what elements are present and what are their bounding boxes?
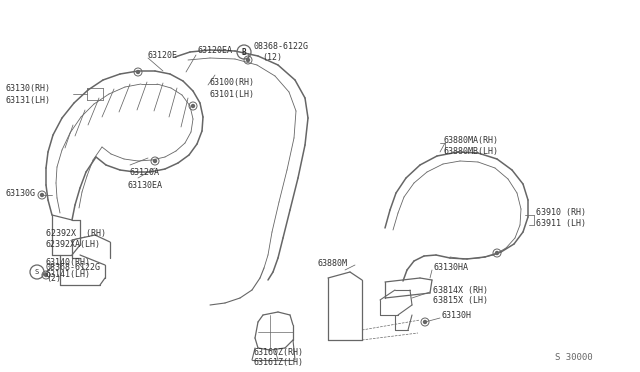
Text: 08368-6122G: 08368-6122G [46, 263, 101, 273]
Text: 63160Z(RH): 63160Z(RH) [253, 347, 303, 356]
Text: 63815X (LH): 63815X (LH) [433, 296, 488, 305]
Text: 63911 (LH): 63911 (LH) [536, 218, 586, 228]
Text: 63120EA: 63120EA [197, 45, 232, 55]
Text: 63880MB(LH): 63880MB(LH) [443, 147, 498, 155]
Circle shape [154, 160, 157, 163]
Text: 63130G: 63130G [5, 189, 35, 198]
Text: 63131(LH): 63131(LH) [5, 96, 50, 105]
Text: 63130H: 63130H [442, 311, 472, 321]
Text: 63100(RH): 63100(RH) [210, 77, 255, 87]
Text: 63141(LH): 63141(LH) [46, 269, 91, 279]
Circle shape [495, 251, 499, 254]
Text: 08368-6122G: 08368-6122G [253, 42, 308, 51]
Text: 63130HA: 63130HA [433, 263, 468, 273]
Text: S: S [35, 269, 39, 275]
Text: 63161Z(LH): 63161Z(LH) [253, 357, 303, 366]
Circle shape [136, 71, 140, 74]
Circle shape [45, 273, 47, 276]
Circle shape [246, 58, 250, 61]
Text: 63130(RH): 63130(RH) [5, 83, 50, 93]
Text: (12): (12) [262, 52, 282, 61]
Text: (2): (2) [46, 275, 61, 283]
Text: B: B [242, 48, 246, 57]
Text: 62392XA(LH): 62392XA(LH) [46, 240, 101, 248]
Text: 63140(RH): 63140(RH) [46, 259, 91, 267]
Text: S 30000: S 30000 [555, 353, 593, 362]
Text: 63120E: 63120E [148, 51, 178, 60]
Text: 63880MA(RH): 63880MA(RH) [443, 135, 498, 144]
Text: 63120A: 63120A [130, 167, 160, 176]
Text: 63814X (RH): 63814X (RH) [433, 285, 488, 295]
Circle shape [191, 105, 195, 108]
Text: 63880M: 63880M [318, 259, 348, 267]
Text: 63101(LH): 63101(LH) [210, 90, 255, 99]
Text: 63910 (RH): 63910 (RH) [536, 208, 586, 217]
Circle shape [424, 321, 426, 324]
Circle shape [40, 193, 44, 196]
Text: 63130EA: 63130EA [128, 180, 163, 189]
Text: 62392X  (RH): 62392X (RH) [46, 228, 106, 237]
